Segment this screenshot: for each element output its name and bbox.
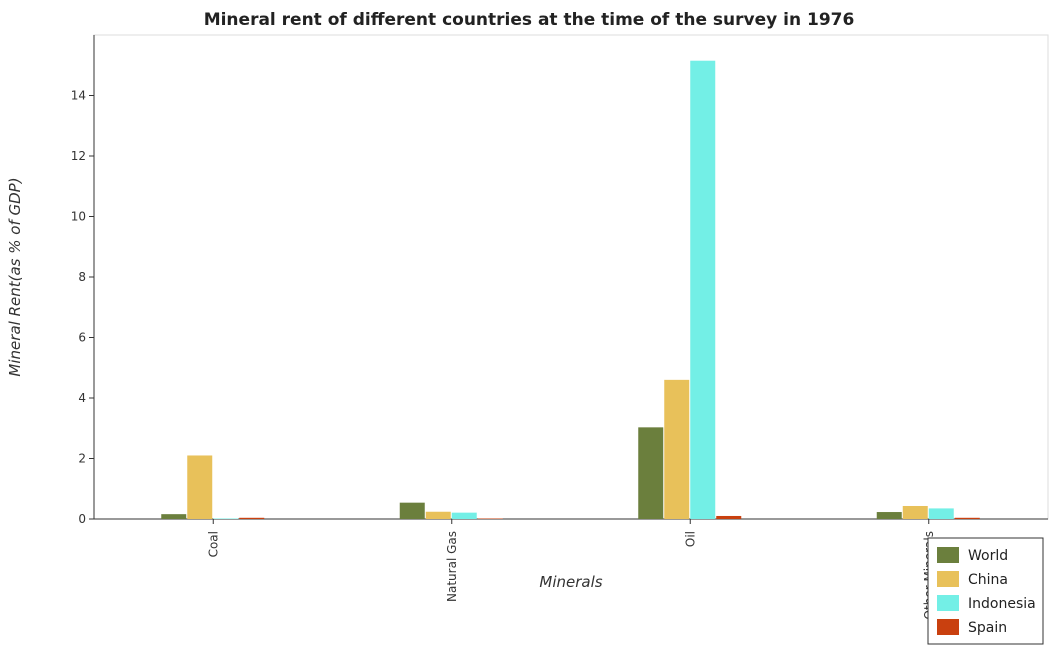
bar-china-other-minerals bbox=[902, 505, 928, 519]
y-axis-title: Mineral Rent(as % of GDP) bbox=[6, 177, 24, 376]
bar-spain-natural-gas bbox=[477, 518, 503, 519]
y-tick-label: 10 bbox=[71, 210, 86, 224]
bar-world-natural-gas bbox=[399, 502, 425, 519]
y-tick-label: 6 bbox=[78, 331, 86, 345]
x-tick-label: Natural Gas bbox=[445, 531, 459, 602]
bar-spain-oil bbox=[716, 515, 742, 519]
x-axis-title: Minerals bbox=[539, 573, 602, 591]
legend-swatch bbox=[937, 547, 959, 563]
x-tick-label: Coal bbox=[206, 531, 220, 557]
bar-china-coal bbox=[187, 455, 213, 519]
legend-swatch bbox=[937, 571, 959, 587]
legend-label: Indonesia bbox=[968, 596, 1036, 612]
legend-label: China bbox=[968, 572, 1008, 588]
y-tick-label: 12 bbox=[71, 149, 86, 163]
legend-swatch bbox=[937, 595, 959, 611]
y-axis-ticks: 0 2 4 6 8 10 12 14 bbox=[71, 89, 94, 526]
bar-spain-other-minerals bbox=[954, 517, 980, 519]
bar-world-coal bbox=[161, 514, 187, 519]
bar-indonesia-natural-gas bbox=[451, 512, 477, 519]
bar-indonesia-oil bbox=[690, 60, 716, 520]
y-tick-label: 2 bbox=[78, 452, 86, 466]
y-tick-label: 0 bbox=[78, 512, 86, 526]
bar-indonesia-coal bbox=[213, 518, 239, 519]
bar-world-other-minerals bbox=[876, 512, 902, 519]
bar-spain-coal bbox=[239, 517, 265, 519]
legend-label: World bbox=[968, 548, 1008, 564]
bar-indonesia-other-minerals bbox=[928, 508, 954, 519]
legend-label: Spain bbox=[968, 620, 1007, 636]
bar-world-oil bbox=[638, 427, 664, 519]
legend-swatch bbox=[937, 619, 959, 635]
plot-area bbox=[93, 34, 1049, 520]
bars bbox=[161, 60, 980, 520]
bar-china-oil bbox=[664, 379, 690, 519]
y-tick-label: 8 bbox=[78, 270, 86, 284]
bar-china-natural-gas bbox=[425, 511, 451, 519]
y-tick-label: 14 bbox=[71, 89, 86, 103]
chart-title: Mineral rent of different countries at t… bbox=[204, 10, 855, 30]
x-tick-label: Oil bbox=[683, 531, 697, 547]
y-tick-label: 4 bbox=[78, 391, 86, 405]
legend: World China Indonesia Spain bbox=[927, 537, 1044, 645]
